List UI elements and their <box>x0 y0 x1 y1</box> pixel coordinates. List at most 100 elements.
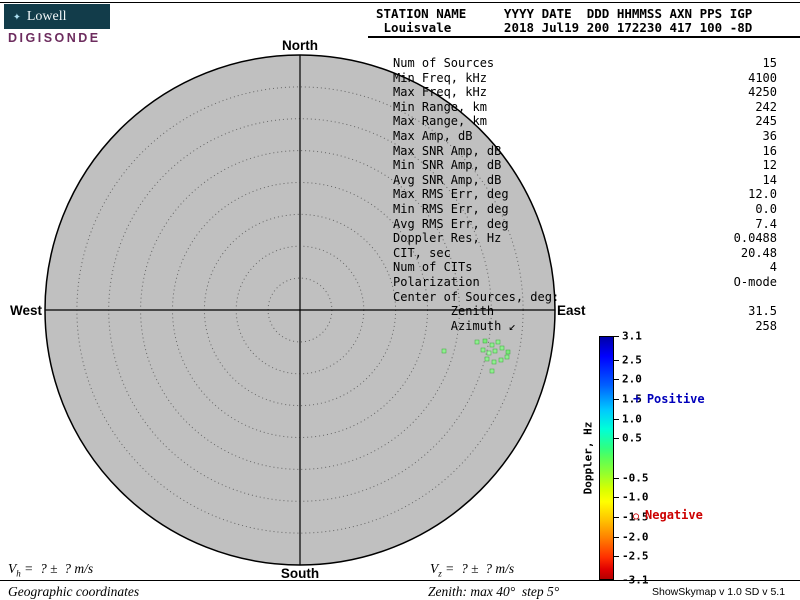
stat-row: Min SNR Amp, dB 12 <box>393 158 777 173</box>
stat-value: 0.0 <box>755 201 777 216</box>
colorbar-tick-label: -1.5 <box>622 510 649 524</box>
stat-label: Max Freq, kHz <box>393 85 487 100</box>
plus-icon: + <box>633 392 641 407</box>
negative-label: Negative <box>645 508 703 522</box>
stat-value: 4250 <box>748 85 777 100</box>
stat-row: Zenith 31.5 <box>393 304 777 319</box>
colorbar-tick-mark <box>614 398 619 400</box>
top-divider <box>0 2 800 3</box>
source-point <box>474 339 480 345</box>
stat-label: Polarization <box>393 274 480 289</box>
stat-row: Max Range, km 245 <box>393 114 777 129</box>
stat-value: 12.0 <box>748 187 777 202</box>
stat-value: 245 <box>755 114 777 129</box>
vz-subscript: z <box>438 568 442 579</box>
stat-label: Avg SNR Amp, dB <box>393 172 502 187</box>
header-field-values: Louisvale 2018 Jul19 200 172230 417 100 … <box>376 20 753 35</box>
stat-row: Num of CITs 4 <box>393 260 777 275</box>
stat-label: Avg RMS Err, deg <box>393 216 509 231</box>
source-point <box>489 368 495 374</box>
stat-value: 20.48 <box>740 245 777 260</box>
source-point <box>486 350 492 356</box>
colorbar-gradient <box>599 336 614 580</box>
stat-value: 14 <box>762 172 777 187</box>
stat-row: Min Range, km 242 <box>393 100 777 115</box>
colorbar-tick-mark <box>614 438 619 440</box>
colorbar-tick-mark <box>614 517 619 519</box>
stat-label: Max RMS Err, deg <box>393 187 509 202</box>
lowell-logo: ✦ Lowell <box>4 4 110 29</box>
stat-row: CIT, sec 20.48 <box>393 246 777 261</box>
source-point <box>492 348 498 354</box>
colorbar-tick-label: 2.0 <box>622 372 642 386</box>
colorbar-tick-mark <box>614 497 619 499</box>
colorbar-tick-label: 0.5 <box>622 431 642 445</box>
stat-row: Max RMS Err, deg 12.0 <box>393 187 777 202</box>
stat-value: 31.5 <box>748 304 777 319</box>
stat-label: Min RMS Err, deg <box>393 201 509 216</box>
colorbar-tick-label: -0.5 <box>622 471 649 485</box>
colorbar-tick-label: 1.0 <box>622 412 642 426</box>
stat-value: 0.0488 <box>733 231 777 246</box>
source-point <box>495 339 501 345</box>
stat-label: Max Range, km <box>393 114 487 129</box>
source-point <box>441 348 447 354</box>
vh-symbol: V <box>8 561 17 576</box>
stat-row: Doppler Res, Hz 0.0488 <box>393 231 777 246</box>
stat-row: Avg SNR Amp, dB 14 <box>393 173 777 188</box>
logo-digisonde-text: DIGISONDE <box>8 31 101 45</box>
stat-value: 4100 <box>748 70 777 85</box>
vh-value: = ? ± ? m/s <box>20 561 94 576</box>
colorbar-tick-mark <box>614 359 619 361</box>
stat-value: 4 <box>769 260 777 275</box>
stat-label: Doppler Res, Hz <box>393 231 502 246</box>
vz-value: = ? ± ? m/s <box>441 561 515 576</box>
positive-legend: + Positive <box>633 392 705 407</box>
stat-label: Azimuth ↙ <box>393 318 516 333</box>
stat-row: Center of Sources, deg: <box>393 290 777 305</box>
stat-value: 15 <box>762 56 777 70</box>
colorbar-axis-label: Doppler, Hz <box>581 421 595 495</box>
source-point <box>484 356 490 362</box>
south-label: South <box>281 566 319 581</box>
source-point <box>505 349 511 355</box>
colorbar-tick-label: -2.5 <box>622 549 649 563</box>
colorbar-tick-mark <box>614 477 619 479</box>
colorbar-tick-mark <box>614 336 619 337</box>
stat-label: Max Amp, dB <box>393 128 473 143</box>
stat-label: Min Freq, kHz <box>393 70 487 85</box>
colorbar: 3.1 2.5 2.0 1.5 1.0 0.5 -0.5 -1.0 -1.5 -2.0 -2.5 -3… <box>599 330 659 587</box>
stat-row: Avg RMS Err, deg 7.4 <box>393 217 777 232</box>
colorbar-tick-label: 3.1 <box>622 329 642 343</box>
stat-label: Num of CITs <box>393 260 473 275</box>
stat-label: Min Range, km <box>393 99 487 114</box>
stat-value: 258 <box>755 318 777 333</box>
colorbar-tick-label: 2.5 <box>622 353 642 367</box>
stat-row: Polarization O-mode <box>393 275 777 290</box>
source-point <box>482 338 488 344</box>
stat-label: CIT, sec <box>393 245 451 260</box>
colorbar-tick-label: -2.0 <box>622 530 649 544</box>
stat-row: Azimuth ↙ 258 <box>393 319 777 334</box>
stat-value: 7.4 <box>755 216 777 231</box>
colorbar-tick-mark <box>614 536 619 538</box>
stat-value: O-mode <box>733 274 777 289</box>
source-point <box>498 357 504 363</box>
source-point <box>491 359 497 365</box>
colorbar-tick-label: -1.0 <box>622 490 649 504</box>
stat-value: 16 <box>762 143 777 158</box>
vz-symbol: V <box>430 561 439 576</box>
star-icon: ✦ <box>13 9 21 24</box>
stat-row: Num of Sources 15 <box>393 56 777 71</box>
header-divider <box>368 36 800 38</box>
source-point <box>489 342 495 348</box>
stat-row: Min RMS Err, deg 0.0 <box>393 202 777 217</box>
stat-row: Max SNR Amp, dB 16 <box>393 144 777 159</box>
zenith-range-note: Zenith: max 40° step 5° <box>428 584 560 599</box>
north-label: North <box>282 38 318 53</box>
source-point <box>504 354 510 360</box>
circle-icon: ○ <box>633 511 640 522</box>
stat-row: Min Freq, kHz 4100 <box>393 71 777 86</box>
vh-subscript: h <box>16 568 21 579</box>
